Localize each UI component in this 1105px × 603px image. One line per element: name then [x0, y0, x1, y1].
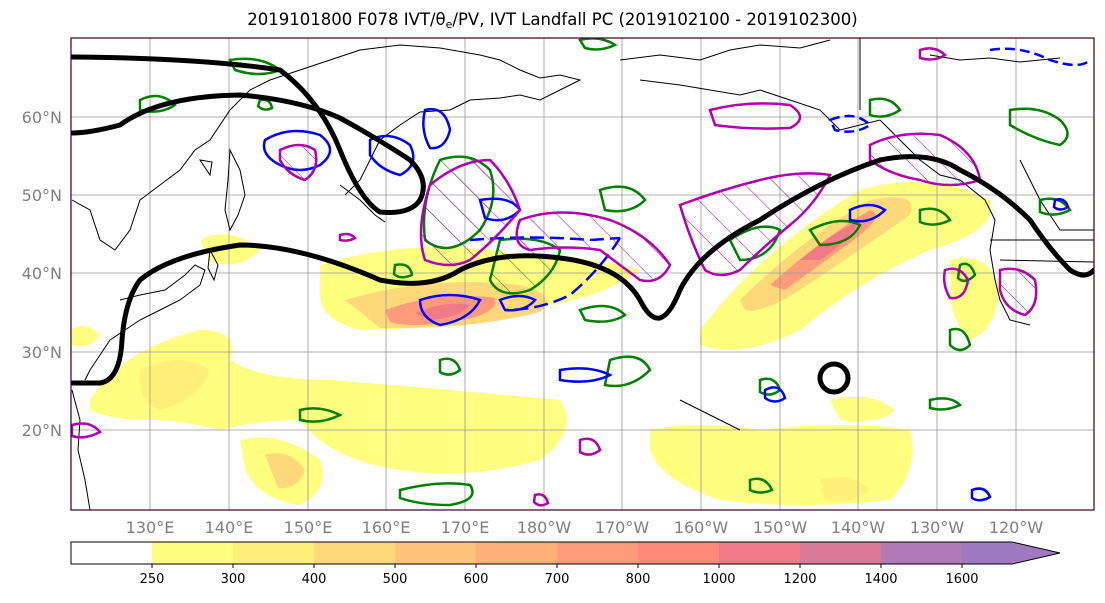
colorbar-swatch — [71, 542, 153, 564]
pv-contours — [71, 54, 1094, 395]
colorbar-tick-label: 500 — [383, 572, 408, 587]
colorbar-tick-label: 300 — [221, 572, 246, 587]
longitude-labels: 130°E 140°E 150°E 160°E 170°E 180°W 170°W 160°W… — [126, 518, 1044, 537]
lon-tick-label: 140°W — [831, 518, 886, 537]
title-prefix: 2019101800 F078 IVT/ — [247, 10, 436, 29]
colorbar: 250 300 400 500 600 700 800 1000 1200 1400 1600 — [70, 541, 1061, 587]
lon-tick-label: 130°E — [126, 518, 175, 537]
colorbar-swatch — [557, 542, 639, 564]
title-theta: θ — [435, 10, 446, 29]
colorbar-tick-label: 600 — [464, 572, 489, 587]
coastlines — [71, 38, 1094, 510]
lon-tick-label: 180°W — [517, 518, 572, 537]
lat-tick-label: 20°N — [22, 421, 62, 440]
colorbar-tick-label: 1600 — [945, 572, 978, 587]
colorbar-tick-label: 1200 — [783, 572, 816, 587]
colorbar-outline — [70, 541, 1061, 565]
map-frame — [70, 37, 1095, 511]
colorbar-tick-label: 1000 — [702, 572, 735, 587]
lon-tick-label: 120°W — [989, 518, 1044, 537]
magenta-contours — [71, 47, 1038, 507]
lon-tick-label: 150°E — [284, 518, 333, 537]
lat-tick-label: 40°N — [22, 264, 62, 283]
lon-tick-label: 160°W — [674, 518, 729, 537]
colorbar-extend-triangle — [962, 542, 1060, 564]
lat-tick-label: 60°N — [22, 108, 62, 127]
colorbar-tick-label: 250 — [140, 572, 165, 587]
lon-tick-label: 170°E — [441, 518, 490, 537]
colorbar-swatch — [881, 542, 963, 564]
title-theta-sub: e — [445, 18, 453, 31]
colorbar-tick-label: 700 — [545, 572, 570, 587]
map-content — [71, 38, 1094, 510]
lon-tick-label: 170°W — [595, 518, 650, 537]
colorbar-swatch — [152, 542, 234, 564]
colorbar-tick-label: 800 — [626, 572, 651, 587]
colorbar-swatch — [719, 542, 801, 564]
colorbar-swatch — [314, 542, 396, 564]
map-title: 2019101800 F078 IVT/θe/PV, IVT Landfall … — [0, 10, 1105, 31]
ivt-shading — [71, 182, 1000, 505]
colorbar-swatch — [638, 542, 720, 564]
colorbar-swatch — [395, 542, 477, 564]
latitude-labels: 60°N 50°N 40°N 30°N 20°N — [22, 108, 62, 440]
lat-tick-label: 50°N — [22, 186, 62, 205]
lon-tick-label: 150°W — [753, 518, 808, 537]
colorbar-tick-label: 400 — [302, 572, 327, 587]
lon-tick-label: 160°E — [362, 518, 411, 537]
lat-tick-label: 30°N — [22, 343, 62, 362]
title-suffix: /PV, IVT Landfall PC (2019102100 - 20191… — [452, 10, 858, 29]
colorbar-swatch — [476, 542, 558, 564]
colorbar-swatch — [800, 542, 882, 564]
colorbar-swatch — [233, 542, 315, 564]
lon-tick-label: 140°E — [205, 518, 254, 537]
colorbar-tick-label: 1400 — [864, 572, 897, 587]
lon-tick-label: 130°W — [910, 518, 965, 537]
